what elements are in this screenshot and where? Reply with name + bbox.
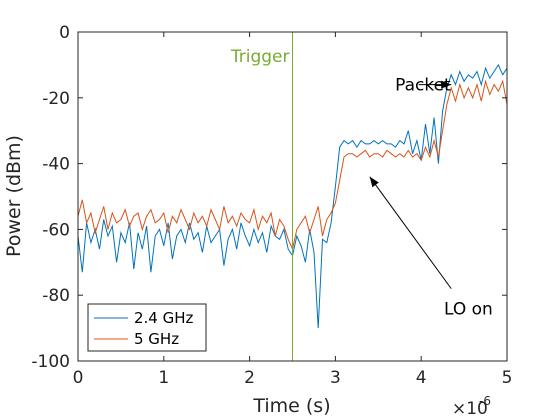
- y-axis-label: Power (dBm): [3, 135, 25, 257]
- plot-frame: [77, 31, 508, 362]
- x-tick-label: 0: [73, 368, 84, 388]
- x-tick-label: 5: [502, 368, 513, 388]
- x-tick-label: 2: [244, 368, 255, 388]
- y-tick-label: -80: [42, 286, 70, 306]
- legend: 2.4 GHz 5 GHz: [87, 303, 207, 352]
- legend-label-2p4: 2.4 GHz: [134, 309, 194, 327]
- y-tick-label: 0: [59, 23, 70, 43]
- annotation-label-lo-on: LO on: [444, 299, 493, 319]
- annotation-arrow-lo-on: [369, 176, 452, 289]
- trigger-label: Trigger: [230, 47, 290, 67]
- annotation-arrowhead: [441, 80, 452, 89]
- x-multiplier-exponent: -6: [479, 394, 491, 408]
- x-tick-label: 1: [158, 368, 169, 388]
- x-multiplier-base: ×10: [452, 399, 488, 419]
- y-tick-label: -20: [42, 89, 70, 109]
- x-tick-label: 4: [416, 368, 427, 388]
- annotation-label-packet: Packet: [395, 76, 451, 96]
- legend-box: [87, 303, 207, 352]
- ticks-layer: 0 1 2 3 4 5 0 -20 -40 -60 -80 -100: [31, 23, 512, 388]
- x-multiplier: ×10 -6: [452, 394, 491, 419]
- y-tick-label: -40: [42, 155, 70, 175]
- annotation-layer: Packet LO on: [369, 76, 493, 319]
- y-tick-label: -100: [31, 352, 70, 372]
- y-tick-label: -60: [42, 220, 70, 240]
- vline-layer: Trigger: [230, 32, 293, 361]
- annotation-arrowhead: [369, 176, 379, 188]
- legend-label-5: 5 GHz: [134, 330, 179, 348]
- x-axis-label: Time (s): [252, 395, 330, 417]
- x-tick-label: 3: [330, 368, 341, 388]
